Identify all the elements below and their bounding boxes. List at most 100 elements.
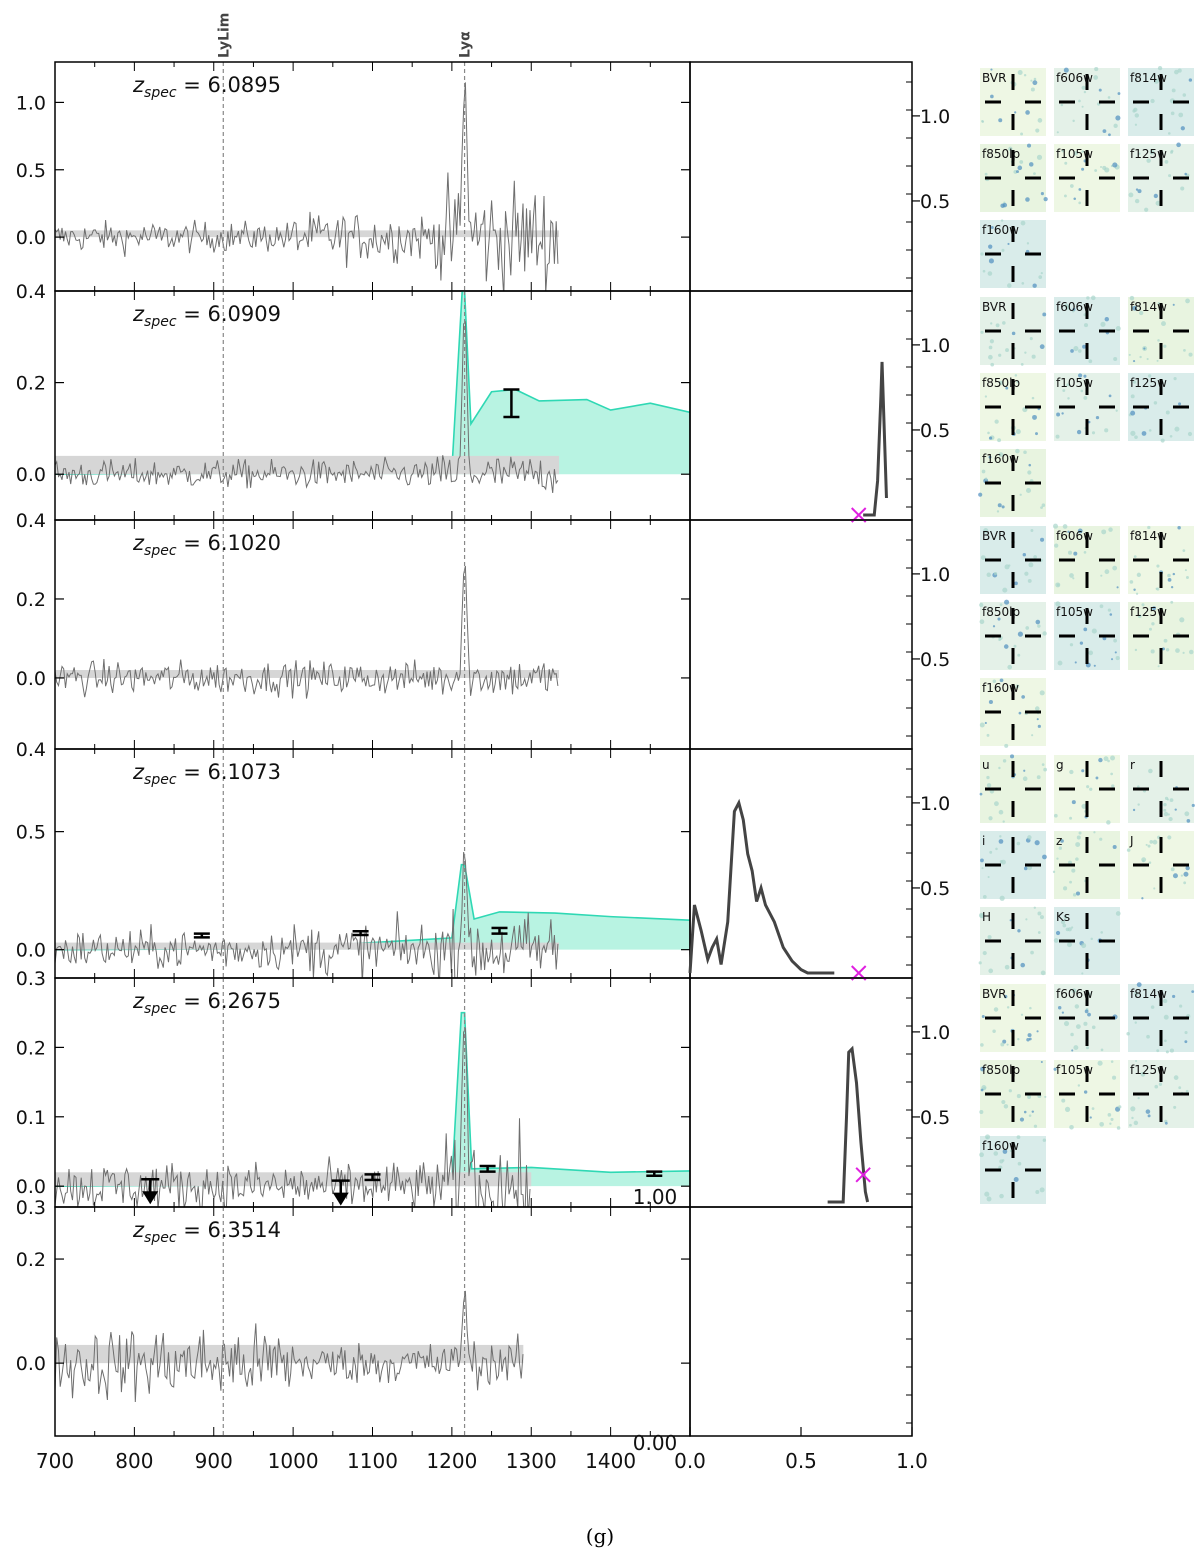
stamp-noise xyxy=(1013,644,1017,648)
stamp-noise xyxy=(1004,964,1010,970)
stamp-noise xyxy=(1033,172,1036,175)
stamp-noise xyxy=(988,436,993,440)
upper-limit-arrow xyxy=(332,1192,349,1206)
stamp-noise xyxy=(1152,73,1156,77)
stamp-noise xyxy=(1002,759,1007,763)
stamp-noise xyxy=(984,721,987,725)
stamp-noise xyxy=(992,625,996,628)
stamp-noise xyxy=(1109,1122,1112,1125)
stamp-noise xyxy=(1172,873,1178,879)
stamp-noise xyxy=(1011,331,1016,336)
stamp-label: f814w xyxy=(1130,529,1167,543)
stamp-label: f814w xyxy=(1130,71,1167,85)
stamp-noise xyxy=(1023,1110,1027,1114)
spectrum-plot-area xyxy=(55,565,560,699)
stamp-noise xyxy=(1078,99,1081,103)
stamp-noise xyxy=(1126,848,1131,852)
stamp-noise xyxy=(1164,1121,1168,1125)
stamp-noise xyxy=(1170,111,1175,116)
stamp-label: f850lp xyxy=(982,605,1020,619)
stamp-noise xyxy=(993,1007,999,1012)
stamp-label: f160w xyxy=(982,223,1019,237)
stamp-noise xyxy=(1056,131,1059,134)
pdf-curve xyxy=(863,361,888,517)
stamp-noise xyxy=(1064,161,1068,165)
stamp-noise xyxy=(1107,759,1110,763)
stamp-label: f105w xyxy=(1056,605,1093,619)
stamp-noise xyxy=(981,469,986,474)
stamp-noise xyxy=(1110,772,1113,776)
stamp-noise xyxy=(1129,1123,1132,1127)
stamp-noise xyxy=(990,322,993,325)
pdf-y-tick-label: 0.5 xyxy=(920,191,950,213)
stamp-noise xyxy=(980,1088,984,1092)
stamp-label: f105w xyxy=(1056,147,1093,161)
z-spec-value: 6.2675 xyxy=(207,989,280,1013)
stamp-noise xyxy=(1023,769,1026,772)
y-tick-label: 0.3 xyxy=(16,968,46,990)
stamp-noise xyxy=(1001,1159,1005,1162)
stamp-noise xyxy=(1108,394,1112,398)
stamp-grid-2 xyxy=(978,295,1194,517)
stamp-noise xyxy=(1023,450,1027,454)
y-tick-label: 0.4 xyxy=(16,281,46,303)
stamp-noise xyxy=(1115,911,1121,916)
stamp-noise xyxy=(1033,906,1036,909)
stamp-noise xyxy=(1064,303,1069,308)
stamp-noise xyxy=(1133,107,1138,112)
stamp-noise xyxy=(1147,374,1152,378)
stamp-noise xyxy=(1040,506,1043,510)
stamp-noise xyxy=(1002,202,1008,208)
stamp-noise xyxy=(1027,1033,1032,1038)
stamp-noise xyxy=(1009,1149,1013,1152)
stamp-noise xyxy=(1091,431,1096,435)
stamp-noise xyxy=(1020,962,1026,968)
stamp-noise xyxy=(1099,1121,1104,1127)
stamp-noise xyxy=(1032,414,1037,420)
stamp-noise xyxy=(1171,88,1176,93)
y-tick-label: 0.4 xyxy=(16,510,46,532)
z-spec-label: zspec = 6.0895 xyxy=(132,73,281,101)
stamp-noise xyxy=(1025,110,1030,115)
stamp-noise xyxy=(1002,587,1008,593)
stamp-noise xyxy=(1073,551,1078,556)
stamp-noise xyxy=(1111,784,1115,788)
stamp-label: f850lp xyxy=(982,376,1020,390)
figure-caption: (g) xyxy=(585,1524,615,1548)
stamp-noise xyxy=(1145,843,1148,846)
stamp-noise xyxy=(1028,562,1034,568)
stamp-noise xyxy=(1073,346,1079,352)
stamp-noise xyxy=(982,894,987,899)
stamp-noise xyxy=(1054,543,1059,548)
stamp-noise xyxy=(1129,580,1134,584)
stamp-noise xyxy=(1052,523,1059,529)
stamp-noise xyxy=(1025,626,1030,630)
stamp-noise xyxy=(1037,624,1041,628)
stamp-noise xyxy=(1093,75,1099,80)
stamp-noise xyxy=(1152,839,1158,845)
stamp-noise xyxy=(1112,162,1118,168)
stamp-noise xyxy=(1020,220,1026,226)
stamp-noise xyxy=(1172,303,1175,306)
y-tick-label: 0.0 xyxy=(16,227,46,249)
stamp-noise xyxy=(1034,706,1040,711)
stamp-noise xyxy=(1078,188,1082,191)
stamp-noise xyxy=(1080,389,1084,393)
stamp-noise xyxy=(1146,1034,1150,1039)
y-tick-label: 0.0 xyxy=(16,1176,46,1198)
stamp-noise xyxy=(1019,1117,1025,1122)
pdf-frame xyxy=(689,519,913,750)
stamp-noise xyxy=(988,816,993,821)
stamp-noise xyxy=(1069,816,1073,820)
stamp-noise xyxy=(997,503,1002,508)
stamp-label: H xyxy=(982,910,991,924)
stamp-noise xyxy=(1058,846,1062,850)
template-fill xyxy=(55,1012,690,1187)
stamp-noise xyxy=(1104,317,1109,322)
stamp-noise xyxy=(1030,79,1033,82)
stamp-noise xyxy=(1152,606,1156,611)
stamp-noise xyxy=(1067,530,1070,534)
stamp-noise xyxy=(1153,78,1160,84)
stamp-noise xyxy=(1107,96,1111,99)
stamp-noise xyxy=(1025,918,1028,921)
